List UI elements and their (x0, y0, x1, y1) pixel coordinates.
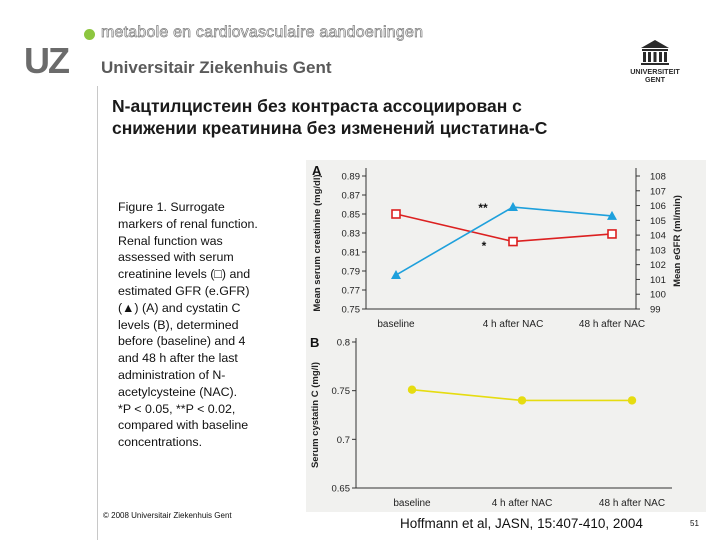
page-number: 51 (690, 519, 699, 528)
x-tick-label-b: 48 h after NAC (599, 498, 665, 509)
ylabel-left-a: Mean serum creatinine (mg/dl) (312, 174, 323, 311)
left-divider (97, 86, 98, 540)
ugent-logo-line1: UNIVERSITEIT (630, 67, 680, 76)
creatinine-point (607, 229, 617, 239)
caption-line: markers of renal function. (118, 216, 258, 231)
caption-line: assessed with serum (118, 250, 234, 265)
left-tick-label-a: 0.83 (342, 229, 361, 240)
left-tick-label-b: 0.75 (332, 386, 351, 397)
slide-title-line2: снижении креатинина без изменений цистат… (112, 118, 548, 138)
annotation-star: * (482, 239, 487, 253)
caption-line: acetylcysteine (NAC). (118, 384, 238, 399)
left-tick-label-a: 0.81 (342, 248, 361, 259)
left-tick-label-b: 0.7 (337, 435, 350, 446)
caption-line: and 48 h after the last (118, 351, 238, 366)
series-line-a (395, 213, 613, 243)
egfr-point (607, 210, 617, 220)
creatinine-point (508, 236, 518, 247)
caption-line: creatinine levels (□) and (118, 267, 251, 282)
caption-line: (▲) (A) and cystatin C (118, 300, 241, 315)
ugent-logo: UNIVERSITEIT GENT (630, 40, 680, 84)
x-tick-label-a: baseline (377, 319, 415, 330)
right-tick-label-a: 101 (650, 275, 666, 286)
left-tick-label-a: 0.89 (342, 172, 361, 183)
left-tick-label-a: 0.85 (342, 210, 361, 221)
caption-line: estimated GFR (e.GFR) (118, 283, 250, 298)
left-tick-label-b: 0.8 (337, 338, 350, 349)
ylabel-b: Serum cystatin C (mg/l) (310, 362, 321, 468)
caption-line: *P < 0.05, **P < 0.02, (118, 401, 236, 416)
x-tick-label-a: 4 h after NAC (483, 319, 544, 330)
cystatin-point (627, 396, 637, 405)
left-tick-label-b: 0.65 (332, 484, 351, 495)
creatinine-point (391, 209, 401, 219)
uz-logo: UZ (24, 42, 71, 76)
header-tagline: metabole en cardiovasculaire aandoeninge… (101, 24, 424, 42)
right-tick-label-a: 99 (650, 305, 661, 316)
left-tick-label-a: 0.87 (342, 191, 361, 202)
figure-caption: Figure 1. Surrogate markers of renal func… (118, 199, 288, 451)
x-tick-label-b: baseline (393, 498, 431, 509)
caption-line: compared with baseline (118, 418, 249, 433)
right-tick-label-a: 102 (650, 260, 666, 271)
right-tick-label-a: 106 (650, 201, 666, 212)
citation: Hoffmann et al, JASN, 15:407-410, 2004 (400, 516, 643, 531)
ugent-logo-line2: GENT (645, 75, 666, 84)
panel-label: A (312, 163, 322, 178)
x-tick-label-b: 4 h after NAC (492, 498, 553, 509)
right-tick-label-a: 104 (650, 231, 666, 242)
left-tick-label-a: 0.75 (342, 305, 361, 316)
series-line-a (395, 206, 613, 276)
right-tick-label-a: 103 (650, 245, 666, 256)
copyright-notice: © 2008 Universitair Ziekenhuis Gent (103, 511, 232, 520)
right-tick-label-a: 100 (650, 290, 666, 301)
caption-line: levels (B), determined (118, 317, 239, 332)
egfr-point (391, 270, 401, 280)
institution-name: Universitair Ziekenhuis Gent (101, 58, 332, 77)
caption-line: concentrations. (118, 435, 203, 450)
caption-line: Renal function was (118, 233, 223, 248)
x-tick-label-a: 48 h after NAC (579, 319, 645, 330)
cystatin-point (517, 396, 527, 405)
right-tick-label-a: 108 (650, 172, 666, 183)
panel-label: B (310, 335, 319, 350)
caption-line: administration of N- (118, 367, 226, 382)
right-tick-label-a: 105 (650, 216, 666, 227)
caption-line: Figure 1. Surrogate (118, 200, 225, 214)
green-dot-icon (84, 29, 95, 40)
left-tick-label-a: 0.79 (342, 267, 361, 278)
egfr-point (508, 202, 518, 212)
annotation-double-star: ** (478, 201, 488, 215)
caption-line: before (baseline) and 4 (118, 334, 246, 349)
uz-logo-text: UZ (24, 42, 69, 76)
slide-title-line1: N-ацтилцистеин без контраста ассоциирова… (112, 96, 522, 116)
left-tick-label-a: 0.77 (342, 286, 361, 297)
chart-background (306, 160, 706, 512)
slide-title: N-ацтилцистеин без контраста ассоциирова… (112, 95, 702, 139)
cystatin-point (407, 385, 417, 394)
ylabel-right-a: Mean eGFR (ml/min) (672, 195, 683, 287)
right-tick-label-a: 107 (650, 186, 666, 197)
